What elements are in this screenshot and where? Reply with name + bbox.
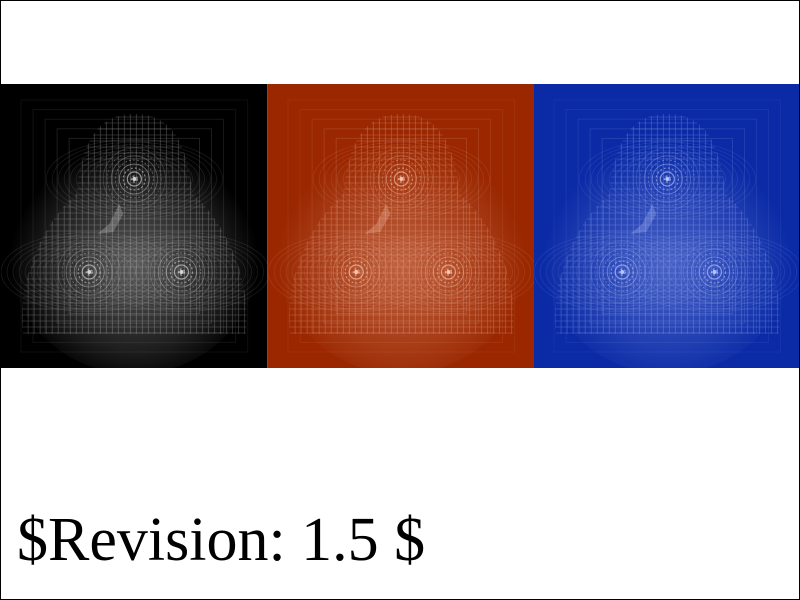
ring-cluster (626, 232, 799, 312)
ring-cluster (1, 232, 178, 312)
ring-cluster (45, 139, 223, 219)
pattern-image (267, 84, 535, 368)
pattern-image (534, 84, 799, 368)
image-strip (1, 84, 799, 368)
ring-cluster (359, 232, 535, 312)
revision-label: $Revision: 1.5 $ (17, 506, 426, 574)
ring-cluster (267, 232, 445, 312)
panel-blue (534, 84, 799, 368)
ring-cluster (312, 139, 490, 219)
pattern-image (1, 84, 268, 368)
ring-cluster (579, 139, 757, 219)
ring-cluster (92, 232, 268, 312)
panel-black (1, 84, 268, 368)
ring-cluster (534, 232, 712, 312)
panel-red (267, 84, 535, 368)
